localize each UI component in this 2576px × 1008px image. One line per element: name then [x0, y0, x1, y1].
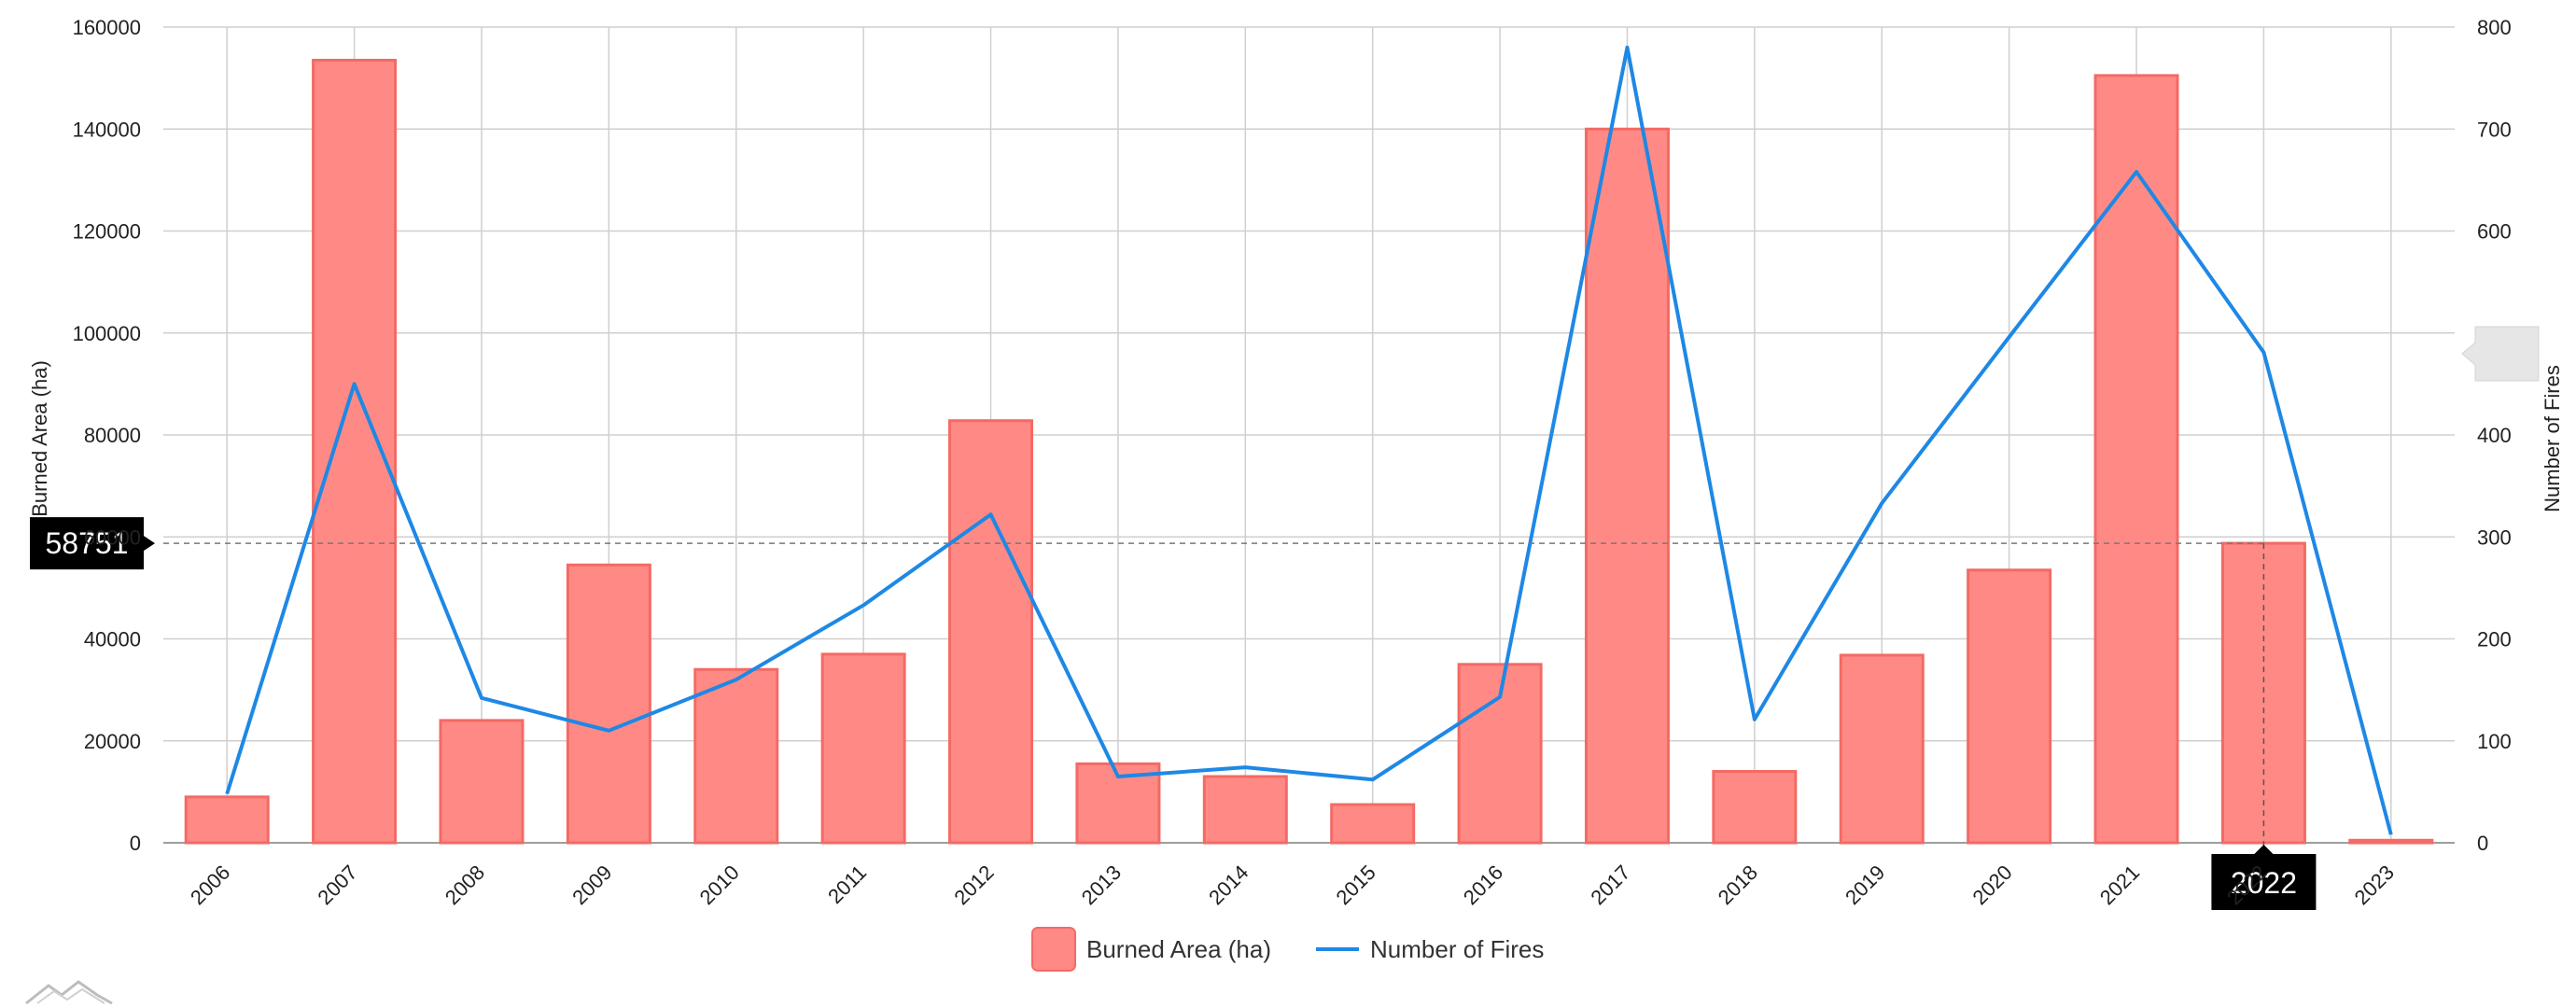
cursor-x-label: 2022: [2211, 845, 2317, 910]
cursor-x-label-text: 2022: [2231, 866, 2297, 900]
y2-tick-label: 400: [2477, 424, 2512, 447]
bar: [439, 719, 525, 845]
legend-item-number-of-fires[interactable]: Number of Fires: [1316, 935, 1544, 963]
x-tick-label: 2021: [2095, 861, 2144, 909]
legend-label-burned-area: Burned Area (ha): [1086, 935, 1271, 963]
legend-item-burned-area[interactable]: Burned Area (ha): [1031, 927, 1271, 972]
bar: [2093, 74, 2179, 845]
x-tick-label: 2016: [1459, 861, 1507, 909]
x-tick-label: 2019: [1841, 861, 1889, 909]
y-tick-label: 20000: [84, 730, 141, 753]
y2-scroll-handle[interactable]: [2461, 326, 2540, 382]
x-tick-label: 2008: [441, 861, 489, 909]
y2-tick-label: 0: [2477, 832, 2488, 855]
bar: [1202, 775, 1288, 845]
y2-tick-label: 100: [2477, 730, 2512, 753]
y-tick-label: 120000: [73, 220, 141, 244]
bar: [820, 652, 906, 845]
x-tick-label: 2014: [1204, 861, 1253, 909]
x-tick-label: 2015: [1332, 861, 1380, 909]
x-tick-label: 2018: [1714, 861, 1762, 909]
x-tick-label: 2023: [2350, 861, 2399, 909]
y2-tick-label: 600: [2477, 220, 2512, 244]
bar: [948, 419, 1034, 845]
y-tick-label: 0: [130, 832, 141, 855]
y2-tick-label: 300: [2477, 525, 2512, 549]
y-tick-label: 40000: [84, 628, 141, 651]
cursor-y-label: 58751: [30, 517, 155, 570]
y-axis-title: Burned Area (ha): [28, 360, 51, 517]
bar: [1839, 653, 1925, 845]
bar: [566, 563, 651, 845]
legend: Burned Area (ha) Number of Fires: [1031, 927, 1544, 972]
x-tick-label: 2010: [695, 861, 744, 909]
x-tick-label: 2012: [949, 861, 998, 909]
bar: [1712, 770, 1798, 845]
bar: [2348, 838, 2434, 845]
line-number-of-fires: [225, 45, 2393, 835]
x-tick-label: 2013: [1077, 861, 1126, 909]
cursor-y-label-bg: [30, 517, 155, 570]
x-tick-label: 2007: [313, 861, 361, 909]
y-tick-label: 60000: [84, 525, 141, 549]
bar: [693, 667, 779, 845]
x-tick-label: 2020: [1967, 861, 2016, 909]
bar: [1330, 803, 1416, 845]
line-series: [225, 45, 2393, 835]
y-tick-label: 160000: [73, 16, 141, 39]
y2-tick-label: 700: [2477, 118, 2512, 141]
x-tick-label: 2006: [186, 861, 234, 909]
x-tick-label: 2011: [823, 861, 871, 908]
bar: [1967, 568, 2052, 845]
x-tick-label: 2017: [1586, 861, 1634, 909]
legend-label-number-of-fires: Number of Fires: [1370, 935, 1544, 963]
y2-axis-title: Number of Fires: [2541, 365, 2564, 512]
y2-tick-label: 800: [2477, 16, 2512, 39]
cursor-y-label-text: 58751: [46, 526, 129, 560]
chart-logo-icon: [25, 980, 113, 1005]
y-tick-label: 100000: [73, 322, 141, 345]
bar: [184, 795, 270, 845]
y2-tick-label: 200: [2477, 628, 2512, 651]
x-tick-label: 2009: [567, 861, 616, 909]
y-tick-label: 140000: [73, 118, 141, 141]
cursor-x-label-bg: [2211, 845, 2317, 910]
legend-swatch-bar: [1031, 927, 1076, 972]
cursor-crosshair: 58751 2022: [30, 517, 2317, 910]
bar-series: [184, 59, 2434, 845]
y-tick-label: 80000: [84, 424, 141, 447]
bar: [1584, 127, 1670, 845]
